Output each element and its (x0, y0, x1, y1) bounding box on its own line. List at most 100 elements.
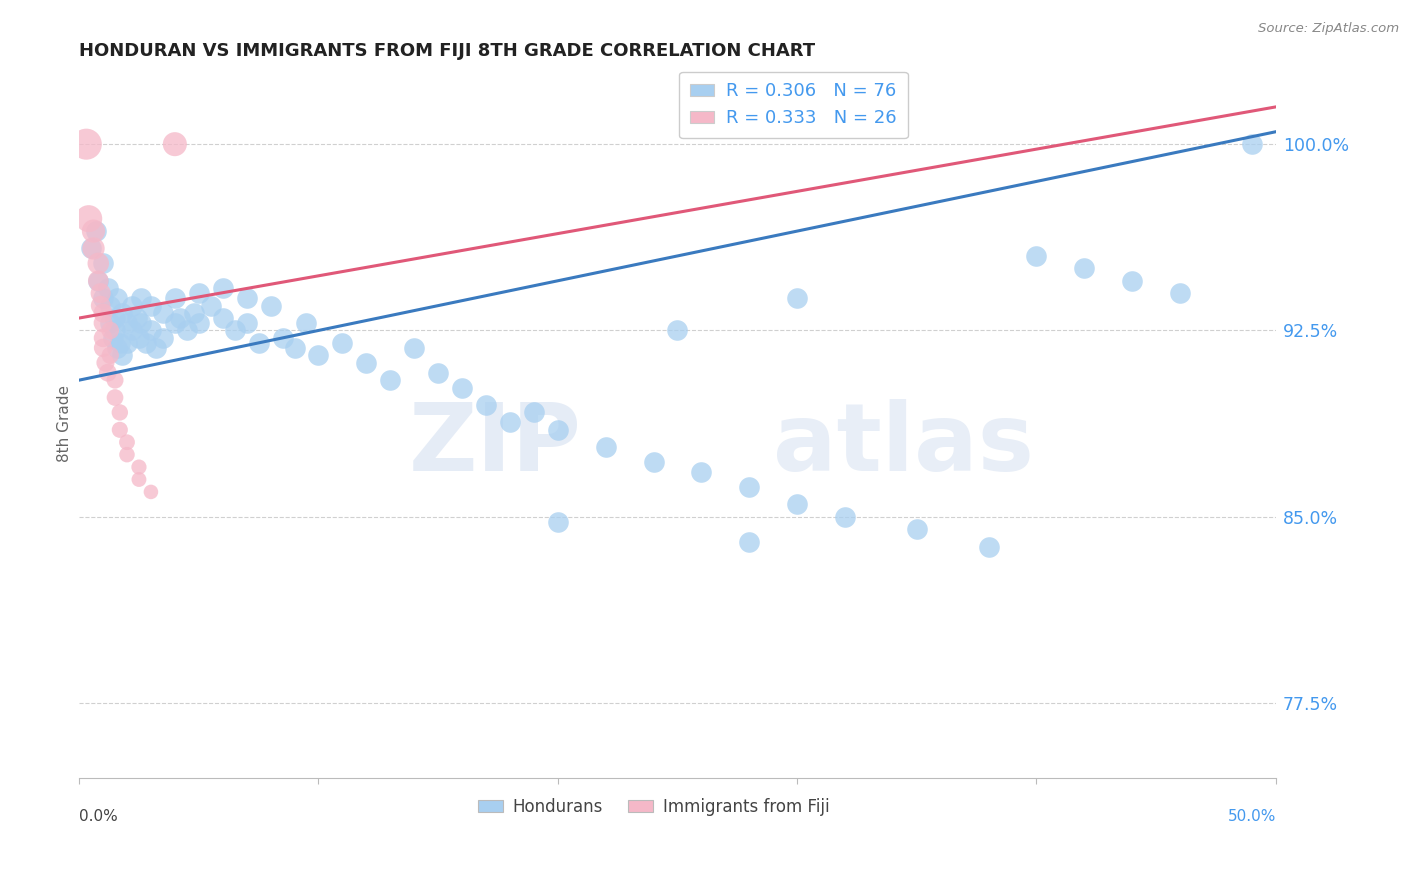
Point (1025, 249, 1047, 263)
Y-axis label: 8th Grade: 8th Grade (58, 385, 72, 462)
Point (107, 291, 129, 305)
Point (163, 137, 186, 152)
Point (834, 509, 856, 524)
Point (97, 366, 120, 380)
Point (108, 335, 131, 350)
Point (163, 291, 186, 305)
Point (404, 341, 426, 355)
Point (91, 256, 114, 270)
Point (108, 405, 131, 419)
Point (82, 224, 104, 238)
Point (104, 311, 127, 326)
Point (91, 291, 114, 305)
Point (131, 291, 153, 305)
Point (523, 405, 546, 419)
Point (475, 398, 498, 412)
Point (91, 331, 114, 345)
Point (786, 291, 808, 305)
Point (115, 448, 138, 462)
Point (295, 316, 318, 330)
Point (1121, 274, 1143, 288)
Point (547, 423, 569, 437)
Point (128, 331, 150, 345)
Point (115, 335, 138, 350)
Point (111, 306, 134, 320)
Point (104, 323, 127, 337)
Point (271, 331, 294, 345)
Text: atlas: atlas (773, 399, 1035, 491)
Point (94, 356, 117, 370)
Point (786, 497, 808, 511)
Point (91, 316, 114, 330)
Point (84, 224, 107, 238)
Point (90, 299, 112, 313)
Point (977, 540, 1000, 554)
Point (98, 299, 121, 313)
Point (139, 323, 162, 337)
Point (499, 416, 522, 430)
Point (176, 323, 198, 337)
Point (139, 299, 162, 313)
Point (427, 366, 450, 380)
Point (595, 440, 617, 454)
Point (128, 460, 150, 475)
Point (1073, 261, 1095, 276)
Point (115, 435, 138, 450)
Point (169, 311, 191, 326)
Point (75, 137, 97, 152)
Point (101, 331, 124, 345)
Point (135, 335, 157, 350)
Point (356, 356, 378, 370)
Point (200, 299, 222, 313)
Point (547, 515, 569, 529)
Point (87, 274, 110, 288)
Point (247, 335, 270, 350)
Point (451, 381, 474, 395)
Point (211, 281, 233, 295)
Point (97, 281, 120, 295)
Point (91, 306, 114, 320)
Point (163, 316, 186, 330)
Point (187, 286, 209, 301)
Point (380, 373, 402, 387)
Point (283, 341, 305, 355)
Point (187, 316, 209, 330)
Legend: Hondurans, Immigrants from Fiji: Hondurans, Immigrants from Fiji (471, 791, 837, 822)
Point (211, 311, 233, 326)
Point (121, 323, 143, 337)
Point (98, 323, 121, 337)
Point (104, 391, 127, 405)
Point (107, 341, 129, 355)
Point (80, 242, 103, 256)
Point (643, 455, 665, 469)
Point (90, 286, 112, 301)
Point (259, 299, 281, 313)
Point (87, 274, 110, 288)
Point (91, 341, 114, 355)
Text: ZIP: ZIP (409, 399, 582, 491)
Point (121, 299, 143, 313)
Point (108, 423, 131, 437)
Point (666, 323, 689, 337)
Text: Source: ZipAtlas.com: Source: ZipAtlas.com (1258, 22, 1399, 36)
Point (224, 323, 246, 337)
Point (307, 348, 329, 362)
Text: HONDURAN VS IMMIGRANTS FROM FIJI 8TH GRADE CORRELATION CHART: HONDURAN VS IMMIGRANTS FROM FIJI 8TH GRA… (79, 42, 815, 60)
Point (332, 335, 354, 350)
Point (115, 316, 138, 330)
Point (104, 373, 127, 387)
Point (690, 465, 713, 479)
Point (183, 306, 205, 320)
Point (131, 316, 153, 330)
Point (145, 341, 167, 355)
Point (98, 348, 121, 362)
Text: 0.0%: 0.0% (79, 809, 118, 824)
Point (235, 291, 257, 305)
Point (738, 480, 761, 494)
Point (98, 316, 121, 330)
Point (128, 473, 150, 487)
Point (139, 484, 162, 499)
Point (82, 242, 104, 256)
Point (77, 211, 100, 226)
Point (152, 306, 174, 320)
